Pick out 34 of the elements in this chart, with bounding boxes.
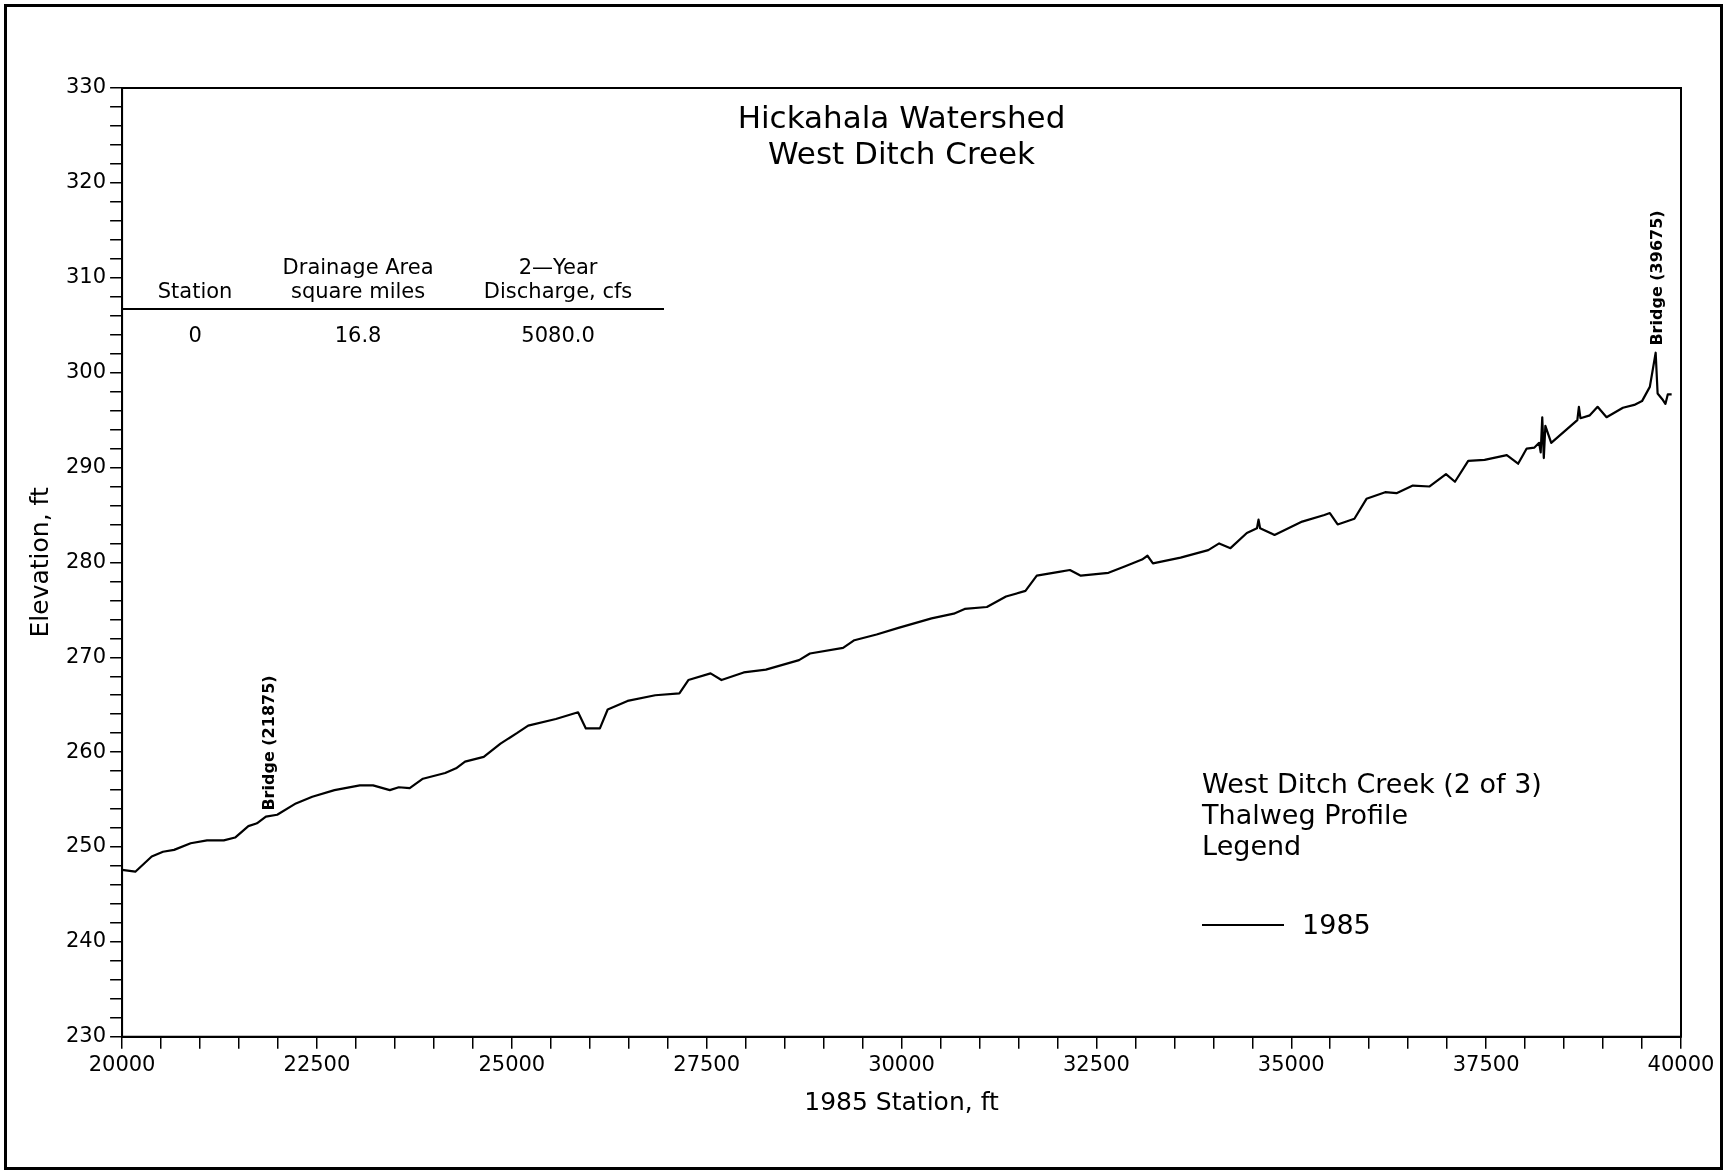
y-tick-label: 240 (65, 928, 107, 953)
y-tick-label: 260 (65, 738, 107, 763)
x-tick-label: 25000 (478, 1051, 546, 1076)
annotation: Drainage Area square miles (282, 254, 434, 303)
annotation: 0 (188, 323, 202, 348)
annotation: 5080.0 (521, 323, 595, 348)
legend-label: 1985 (1302, 909, 1371, 941)
legend-title: West Ditch Creek (2 of 3) Thalweg Profile Legend (1202, 768, 1542, 862)
y-tick-label: 320 (65, 169, 107, 194)
y-tick-label: 270 (65, 643, 107, 668)
x-tick-label: 30000 (868, 1051, 935, 1076)
x-tick-label: 40000 (1647, 1051, 1715, 1076)
text: West Ditch Creek (767, 134, 1036, 171)
y-tick-label: 290 (65, 453, 107, 478)
y-tick-label: 230 (65, 1023, 107, 1048)
y-tick-label: 330 (65, 74, 107, 99)
annotation: 16.8 (334, 323, 382, 348)
y-tick-label: 310 (65, 264, 107, 289)
x-tick-label: 32500 (1063, 1051, 1130, 1076)
x-tick-label: 22500 (283, 1051, 351, 1076)
x-axis-title: 1985 Station, ft (804, 1086, 999, 1116)
annotation: Bridge (39675) (1646, 210, 1666, 346)
y-tick-label: 280 (65, 548, 107, 573)
x-tick-label: 37500 (1452, 1051, 1520, 1076)
annotation: Station (157, 278, 233, 303)
chart-title: Hickahala Watershed (737, 99, 1066, 135)
x-tick-label: 35000 (1257, 1051, 1325, 1076)
y-axis-title: Elevation, ft (24, 487, 54, 638)
annotation: 2—Year Discharge, cfs (483, 254, 633, 303)
y-tick-label: 250 (65, 833, 107, 858)
annotation: Bridge (21875) (258, 675, 278, 811)
x-tick-label: 20000 (88, 1051, 156, 1076)
y-tick-label: 300 (65, 359, 107, 384)
x-tick-label: 27500 (673, 1051, 741, 1076)
